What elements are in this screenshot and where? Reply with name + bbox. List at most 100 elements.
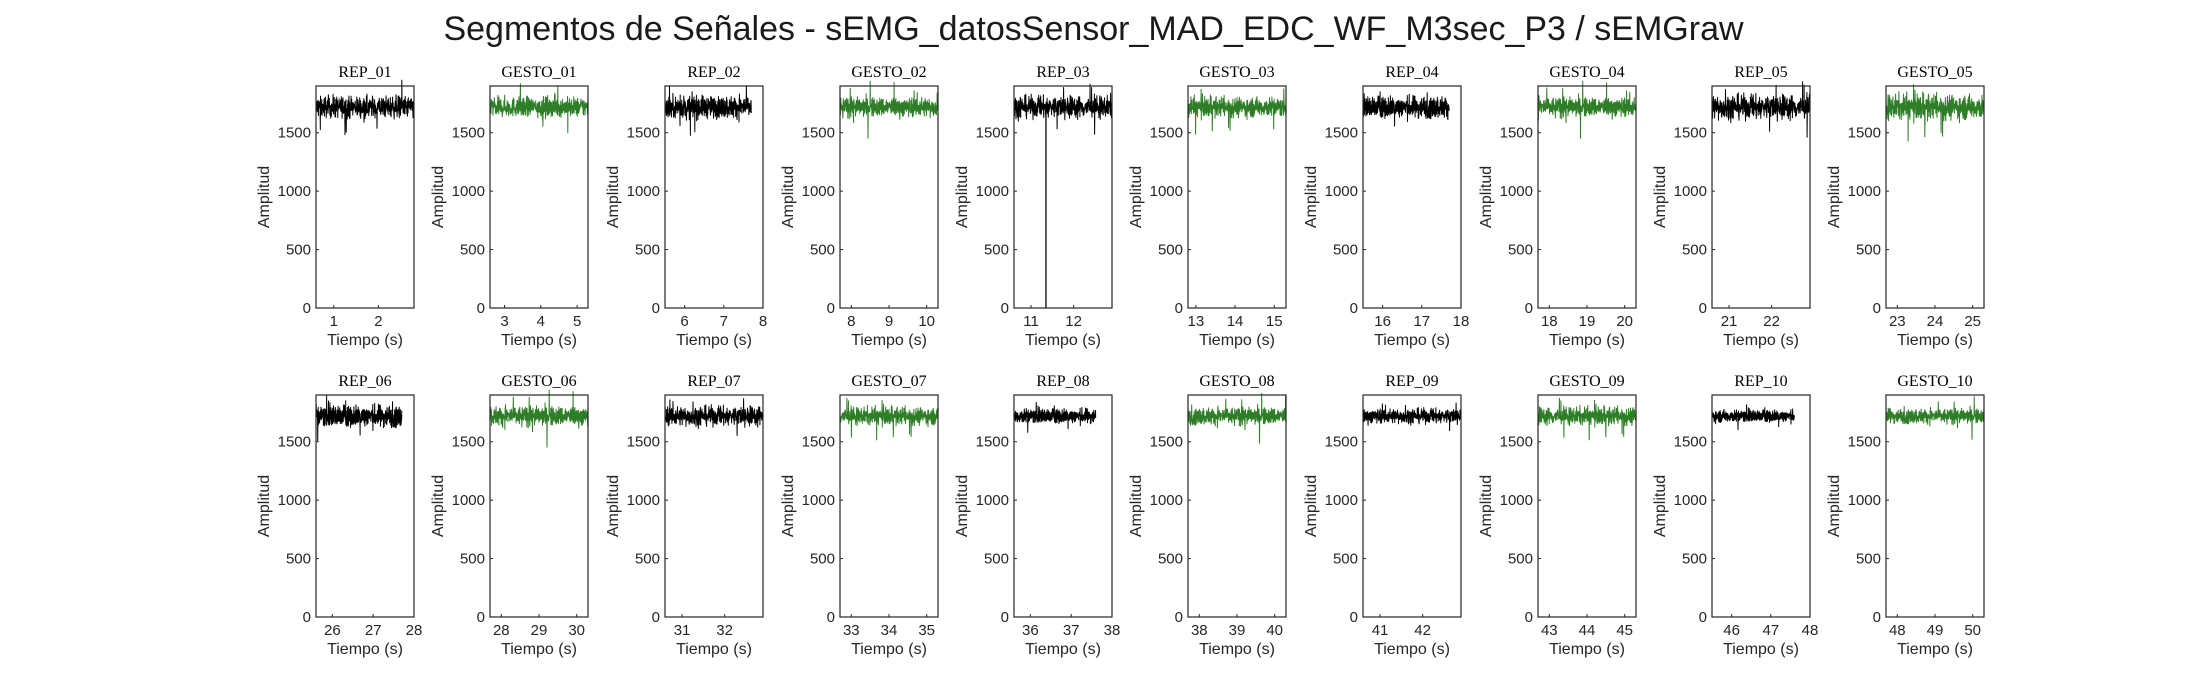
x-tick-label: 34 [881,622,898,639]
subplot-gesto-07: 0 500 1000 1500 33 34 35 GESTO_07 Tiempo (s) Ampl… [780,373,939,658]
x-axis-label: Tiempo (s) [501,641,577,658]
signal-line [1537,397,1637,441]
axes-box [1013,85,1113,309]
x-tick-label: 16 [1374,313,1391,330]
subplot-rep-04: 0 500 1000 1500 16 17 18 REP_04 Tiempo (s) Amplit… [1303,64,1469,349]
subplot-rep-01: 0 500 1000 1500 1 2 REP_01 Tiempo (s) Amplitud [256,64,415,349]
x-axis-label: Tiempo (s) [1897,332,1973,349]
y-tick-label: 1500 [1848,434,1881,451]
y-tick-label: 0 [1001,609,1009,626]
y-axis-label: Amplitud [1478,475,1495,537]
axes-box [1537,394,1637,618]
panel-title: REP_02 [687,64,740,81]
subplot-rep-09: 0 500 1000 1500 41 42 REP_09 Tiempo (s) Amplitud [1303,373,1462,658]
x-axis-label: Tiempo (s) [1723,332,1799,349]
axes-box [1711,394,1811,618]
signal-line [1013,83,1113,135]
x-tick-label: 40 [1266,622,1283,639]
signal-line [1362,91,1450,127]
x-axis-label: Tiempo (s) [1897,641,1973,658]
panel-title: REP_03 [1036,64,1089,81]
y-axis-label: Amplitud [1652,475,1669,537]
panel-title: REP_10 [1734,373,1787,390]
y-tick-label: 500 [635,551,660,568]
x-tick-label: 9 [885,313,893,330]
subplot-rep-05: 0 500 1000 1500 21 22 REP_05 Tiempo (s) Amplitud [1652,64,1811,349]
y-tick-label: 500 [460,551,485,568]
axes-box [489,85,589,309]
x-tick-label: 32 [716,622,733,639]
y-tick-label: 500 [1333,242,1358,259]
panel-title: REP_05 [1734,64,1787,81]
x-tick-label: 33 [843,622,860,639]
signal-line [1711,81,1811,138]
x-tick-label: 19 [1579,313,1596,330]
x-axis-label: Tiempo (s) [1025,332,1101,349]
y-tick-label: 1500 [1150,125,1183,142]
x-axis-label: Tiempo (s) [1549,641,1625,658]
y-tick-label: 500 [1158,551,1183,568]
x-tick-label: 14 [1227,313,1244,330]
axes-box [839,394,939,618]
y-tick-label: 1000 [627,492,660,509]
y-tick-label: 500 [1682,551,1707,568]
y-axis-label: Amplitud [780,475,797,537]
x-axis-label: Tiempo (s) [1199,332,1275,349]
panel-title: GESTO_03 [1199,64,1274,81]
signal-line [315,395,403,442]
signal-line [1362,402,1462,432]
x-tick-label: 23 [1889,313,1906,330]
axes-box [1537,85,1637,309]
subplot-gesto-09: 0 500 1000 1500 43 44 45 GESTO_09 Tiempo (s) Ampl… [1478,373,1637,658]
y-tick-label: 500 [1158,242,1183,259]
y-tick-label: 500 [286,551,311,568]
y-tick-label: 1500 [1674,125,1707,142]
x-axis-label: Tiempo (s) [676,332,752,349]
subplot-gesto-06: 0 500 1000 1500 28 29 30 GESTO_06 Tiempo (s) Ampl… [430,373,589,658]
axes-box [1013,394,1113,618]
subplot-rep-07: 0 500 1000 1500 31 32 REP_07 Tiempo (s) Amplitud [605,373,764,658]
y-tick-label: 1000 [452,492,485,509]
x-tick-label: 28 [406,622,423,639]
y-axis-label: Amplitud [1303,475,1320,537]
y-tick-label: 0 [477,300,485,317]
y-tick-label: 1000 [802,492,835,509]
x-tick-label: 18 [1541,313,1558,330]
panel-title: GESTO_04 [1549,64,1624,81]
panel-title: REP_06 [338,373,391,390]
x-tick-label: 41 [1372,622,1389,639]
x-tick-label: 48 [1802,622,1819,639]
x-axis-label: Tiempo (s) [1723,641,1799,658]
panel-title: REP_04 [1385,64,1438,81]
y-tick-label: 0 [477,609,485,626]
y-axis-label: Amplitud [605,475,622,537]
x-tick-label: 39 [1229,622,1246,639]
y-tick-label: 0 [1873,609,1881,626]
signal-line [839,397,939,441]
y-tick-label: 500 [1508,242,1533,259]
x-tick-label: 21 [1721,313,1738,330]
x-axis-label: Tiempo (s) [1549,332,1625,349]
x-tick-label: 24 [1927,313,1944,330]
y-tick-label: 1500 [627,434,660,451]
y-tick-label: 500 [460,242,485,259]
x-tick-label: 48 [1889,622,1906,639]
x-axis-label: Tiempo (s) [676,641,752,658]
y-tick-label: 1500 [802,125,835,142]
x-tick-label: 30 [568,622,585,639]
y-axis-label: Amplitud [954,166,971,228]
y-tick-label: 1000 [1848,183,1881,200]
subplot-gesto-02: 0 500 1000 1500 8 9 10 GESTO_02 Tiempo (s) Amplit… [780,64,939,349]
signal-line [1711,404,1795,431]
subplot-rep-06: 0 500 1000 1500 26 27 28 REP_06 Tiempo (s) Amplit… [256,373,422,658]
x-tick-label: 25 [1964,313,1981,330]
x-tick-label: 6 [680,313,688,330]
axes-box [1885,394,1985,618]
x-tick-label: 20 [1616,313,1633,330]
subplot-gesto-05: 0 500 1000 1500 23 24 25 GESTO_05 Tiempo (s) Ampl… [1826,64,1985,349]
subplot-rep-02: 0 500 1000 1500 6 7 8 REP_02 Tiempo (s) Amplitud [605,64,767,349]
figure-title: Segmentos de Señales - sEMG_datosSensor_… [443,10,1744,48]
x-tick-label: 28 [493,622,510,639]
signal-line [489,389,589,448]
